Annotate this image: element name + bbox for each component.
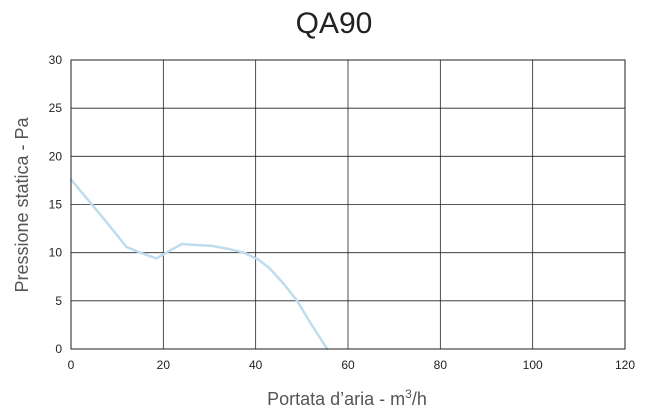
y-tick-label: 5	[55, 294, 62, 308]
tick-labels: 0 5 10 15 20 25 30 0 20 40 60 80 100 120	[49, 53, 636, 372]
line-layer	[69, 178, 329, 351]
series-line	[69, 178, 329, 351]
y-tick-label: 30	[49, 53, 63, 67]
axes	[70, 59, 626, 350]
y-tick-label: 15	[49, 198, 63, 212]
x-tick-label: 0	[68, 358, 75, 372]
x-tick-label: 100	[523, 358, 543, 372]
plot-frame	[70, 59, 626, 350]
data-point	[125, 245, 128, 249]
y-tick-label: 10	[49, 246, 63, 260]
data-point	[155, 257, 158, 260]
data-point	[282, 282, 285, 285]
data-point	[166, 250, 170, 253]
x-axis-label: Portata d’aria - m3/h	[267, 387, 427, 409]
chart-title: QA90	[296, 7, 373, 40]
data-point	[180, 242, 183, 246]
data-point	[242, 251, 246, 254]
y-tick-label: 25	[49, 101, 63, 115]
data-point	[309, 322, 313, 326]
data-point	[268, 266, 271, 270]
y-tick-label: 0	[55, 342, 62, 356]
grid	[70, 59, 626, 350]
y-tick-label: 20	[49, 149, 63, 163]
x-tick-label: 80	[434, 358, 448, 372]
y-axis-label: Pressione statica - Pa	[12, 116, 32, 292]
x-tick-label: 20	[157, 358, 171, 372]
x-axis-label-main: Portata d’aria - m	[267, 389, 405, 409]
data-point	[296, 299, 299, 303]
x-tick-label: 60	[341, 358, 355, 372]
x-axis-label-superscript: 3	[405, 387, 412, 401]
data-point	[106, 222, 110, 225]
data-point	[194, 243, 197, 247]
data-point	[256, 258, 260, 261]
x-tick-label: 120	[615, 358, 635, 372]
data-point	[88, 200, 91, 203]
x-axis-label-end: /h	[412, 389, 427, 409]
x-tick-label: 40	[249, 358, 263, 372]
data-point	[226, 247, 230, 251]
data-point	[139, 251, 142, 254]
data-point	[210, 244, 214, 248]
